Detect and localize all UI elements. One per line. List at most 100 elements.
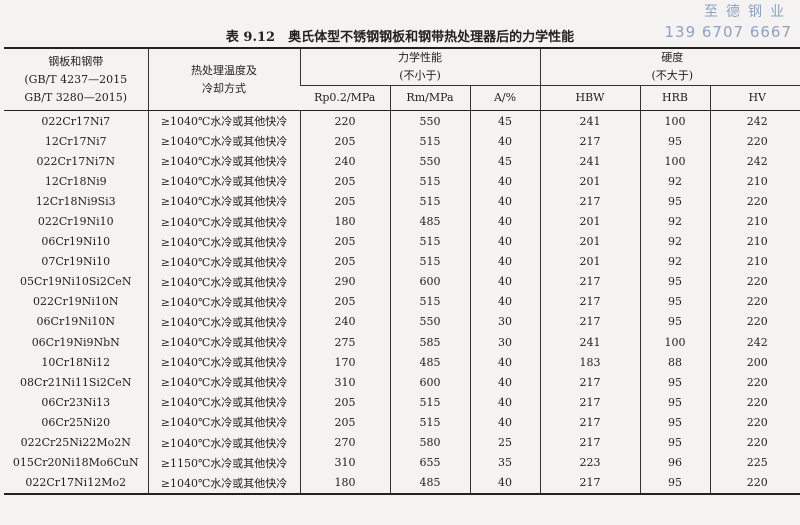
cell-grade: 06Cr25Ni20 bbox=[41, 415, 111, 429]
table-row: 06Cr19Ni9NbN ≥1040℃水冷或其他快冷 275 585 30 241 100 2… bbox=[4, 332, 800, 353]
cell-rm: 485 bbox=[389, 211, 470, 232]
cell-hv: 210 bbox=[709, 231, 800, 252]
cell-elongation: 40 bbox=[469, 191, 540, 212]
table-row: 08Cr21Ni11Si2CeN ≥1040℃水冷或其他快冷 310 600 40 217… bbox=[4, 372, 800, 393]
cell-hbw: 241 bbox=[539, 110, 640, 132]
cell-hv: 242 bbox=[709, 332, 800, 353]
table-row: 06Cr19Ni10 ≥1040℃水冷或其他快冷 205 515 40 201 92 210 bbox=[4, 231, 800, 252]
cell-rm: 580 bbox=[389, 432, 470, 453]
cell-rm: 515 bbox=[389, 231, 470, 252]
cell-hv: 220 bbox=[709, 432, 800, 453]
cell-hbw: 217 bbox=[539, 311, 640, 333]
cell-rp02: 205 bbox=[299, 412, 390, 433]
header-hbw: HBW bbox=[539, 85, 640, 111]
cell-hrb: 95 bbox=[639, 131, 710, 152]
cell-rp02: 180 bbox=[299, 472, 390, 494]
cell-hbw: 223 bbox=[539, 452, 640, 473]
header-text: 硬度 bbox=[661, 51, 684, 64]
cell-rp02: 180 bbox=[299, 211, 390, 232]
cell-hrb: 95 bbox=[639, 412, 710, 433]
cell-grade: 12Cr18Ni9 bbox=[44, 174, 107, 188]
cell-rm: 515 bbox=[389, 251, 470, 272]
cell-hbw: 201 bbox=[539, 211, 640, 232]
cell-hrb: 92 bbox=[639, 231, 710, 252]
cell-grade: 10Cr18Ni12 bbox=[41, 355, 111, 369]
cell-heat-treatment: ≥1040℃水冷或其他快冷 bbox=[147, 352, 300, 373]
cell-hbw: 201 bbox=[539, 231, 640, 252]
cell-rm: 515 bbox=[389, 291, 470, 312]
cell-hrb: 95 bbox=[639, 311, 710, 333]
cell-hv: 220 bbox=[709, 131, 800, 152]
cell-hrb: 100 bbox=[639, 332, 710, 353]
cell-hbw: 183 bbox=[539, 352, 640, 373]
cell-hrb: 92 bbox=[639, 211, 710, 232]
cell-elongation: 30 bbox=[469, 332, 540, 353]
cell-elongation: 40 bbox=[469, 372, 540, 393]
cell-heat-treatment: ≥1040℃水冷或其他快冷 bbox=[147, 432, 300, 453]
cell-grade: 06Cr19Ni10 bbox=[41, 235, 111, 249]
table-row: 022Cr19Ni10N ≥1040℃水冷或其他快冷 205 515 40 217 95 22… bbox=[4, 291, 800, 312]
cell-grade: 022Cr25Ni22Mo2N bbox=[20, 436, 131, 450]
header-text: 热处理温度及 bbox=[191, 63, 257, 77]
cell-grade: 06Cr19Ni9NbN bbox=[31, 335, 120, 349]
cell-hrb: 95 bbox=[639, 472, 710, 494]
cell-elongation: 40 bbox=[469, 412, 540, 433]
cell-hbw: 217 bbox=[539, 392, 640, 413]
header-rm: Rm/MPa bbox=[389, 85, 470, 111]
cell-grade: 022Cr19Ni10N bbox=[33, 295, 119, 309]
cell-elongation: 45 bbox=[469, 110, 540, 132]
cell-hv: 242 bbox=[709, 110, 800, 132]
cell-grade: 08Cr21Ni11Si2CeN bbox=[20, 375, 132, 389]
cell-rm: 515 bbox=[389, 412, 470, 433]
cell-hv: 220 bbox=[709, 472, 800, 494]
cell-grade: 022Cr17Ni12Mo2 bbox=[25, 476, 127, 490]
cell-grade: 06Cr23Ni13 bbox=[41, 395, 111, 409]
cell-hbw: 217 bbox=[539, 191, 640, 212]
cell-elongation: 40 bbox=[469, 352, 540, 373]
cell-heat-treatment: ≥1040℃水冷或其他快冷 bbox=[147, 231, 300, 252]
cell-hrb: 95 bbox=[639, 291, 710, 312]
cell-heat-treatment: ≥1040℃水冷或其他快冷 bbox=[147, 151, 300, 172]
cell-rp02: 270 bbox=[299, 432, 390, 453]
cell-hbw: 217 bbox=[539, 372, 640, 393]
header-a: A/% bbox=[469, 85, 540, 111]
cell-grade: 07Cr19Ni10 bbox=[41, 255, 111, 269]
table-row: 022Cr17Ni7N ≥1040℃水冷或其他快冷 240 550 45 241 100 24… bbox=[4, 151, 800, 172]
cell-rm: 515 bbox=[389, 392, 470, 413]
cell-hrb: 92 bbox=[639, 251, 710, 272]
cell-hbw: 201 bbox=[539, 171, 640, 192]
cell-hv: 210 bbox=[709, 171, 800, 192]
cell-rp02: 275 bbox=[299, 332, 390, 353]
cell-rp02: 205 bbox=[299, 392, 390, 413]
header-hrb: HRB bbox=[639, 85, 710, 111]
cell-hbw: 201 bbox=[539, 251, 640, 272]
cell-rm: 585 bbox=[389, 332, 470, 353]
cell-elongation: 40 bbox=[469, 251, 540, 272]
cell-hbw: 217 bbox=[539, 432, 640, 453]
cell-heat-treatment: ≥1150℃水冷或其他快冷 bbox=[147, 452, 300, 473]
cell-rp02: 205 bbox=[299, 251, 390, 272]
header-rp02: Rp0.2/MPa bbox=[300, 85, 390, 111]
table-row: 022Cr17Ni12Mo2 ≥1040℃水冷或其他快冷 180 485 40 217 95… bbox=[4, 472, 800, 494]
cell-rm: 485 bbox=[389, 352, 470, 373]
table-row: 06Cr19Ni10N ≥1040℃水冷或其他快冷 240 550 30 217 95 220 bbox=[4, 311, 800, 333]
cell-heat-treatment: ≥1040℃水冷或其他快冷 bbox=[147, 291, 300, 312]
cell-elongation: 40 bbox=[469, 211, 540, 232]
cell-heat-treatment: ≥1040℃水冷或其他快冷 bbox=[147, 271, 300, 292]
cell-hv: 220 bbox=[709, 191, 800, 212]
cell-elongation: 30 bbox=[469, 311, 540, 333]
cell-hbw: 217 bbox=[539, 412, 640, 433]
cell-rp02: 205 bbox=[299, 131, 390, 152]
cell-hrb: 96 bbox=[639, 452, 710, 473]
header-text: (不大于) bbox=[651, 69, 694, 82]
cell-rm: 600 bbox=[389, 372, 470, 393]
table-row: 12Cr17Ni7 ≥1040℃水冷或其他快冷 205 515 40 217 95 220 bbox=[4, 131, 800, 152]
cell-hv: 200 bbox=[709, 352, 800, 373]
cell-grade: 022Cr17Ni7N bbox=[36, 154, 115, 168]
cell-rm: 655 bbox=[389, 452, 470, 473]
cell-hbw: 241 bbox=[539, 151, 640, 172]
table-row: 015Cr20Ni18Mo6CuN ≥1150℃水冷或其他快冷 310 655 35 22… bbox=[4, 452, 800, 473]
header-text: 钢板和钢带 bbox=[48, 54, 104, 68]
cell-hrb: 100 bbox=[639, 151, 710, 172]
cell-heat-treatment: ≥1040℃水冷或其他快冷 bbox=[147, 311, 300, 333]
